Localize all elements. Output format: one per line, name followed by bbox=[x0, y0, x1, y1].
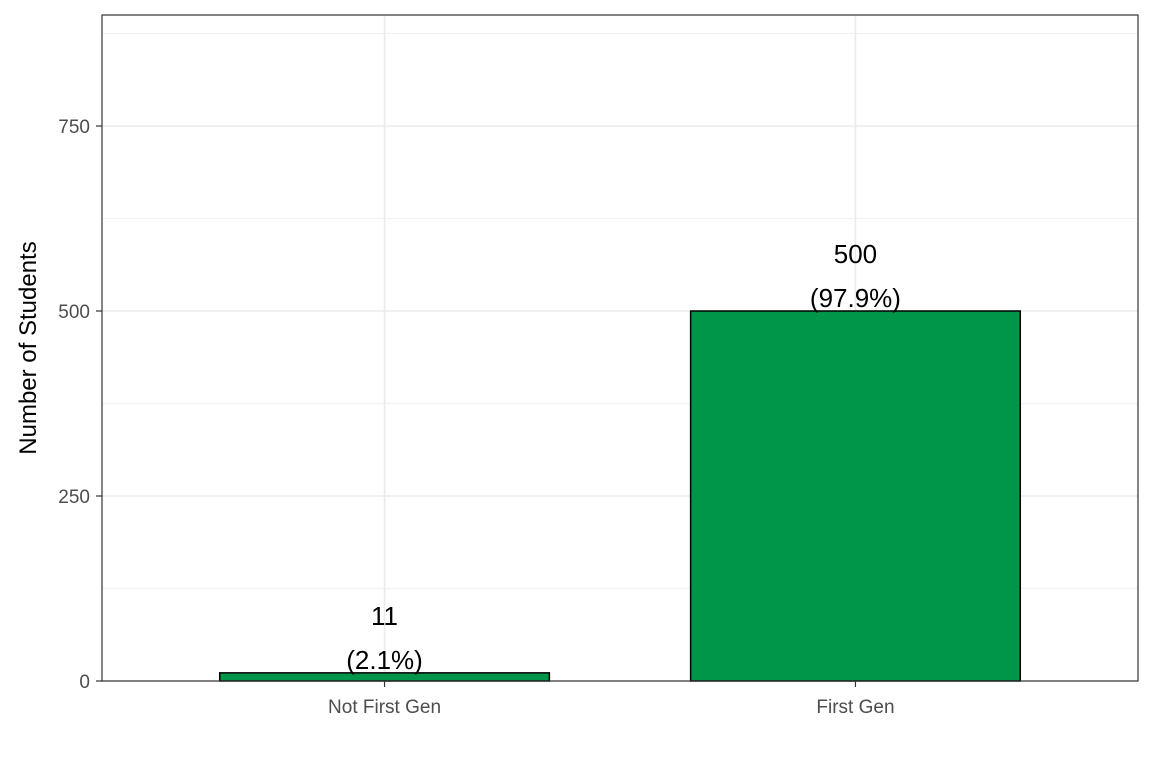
data-label-percent: (97.9%) bbox=[810, 283, 901, 313]
bar-first-gen bbox=[689, 310, 1022, 682]
y-tick-label: 250 bbox=[58, 487, 90, 508]
y-axis: 0 250 500 750 bbox=[58, 117, 102, 693]
x-tick-label: First Gen bbox=[816, 697, 894, 718]
data-label-count: 11 bbox=[371, 601, 398, 631]
y-axis-title: Number of Students bbox=[15, 241, 42, 454]
data-label-percent: (2.1%) bbox=[346, 645, 423, 675]
x-tick-label: Not First Gen bbox=[328, 697, 441, 718]
data-labels: 11 (2.1%) 500 (97.9%) bbox=[346, 239, 901, 675]
y-tick-label: 500 bbox=[58, 302, 90, 323]
y-tick-label: 750 bbox=[58, 117, 90, 138]
data-label-count: 500 bbox=[834, 239, 877, 269]
x-axis: Not First Gen First Gen bbox=[328, 681, 895, 718]
y-tick-label: 0 bbox=[79, 672, 90, 693]
plot-border bbox=[101, 14, 1139, 682]
bars bbox=[218, 310, 1022, 682]
